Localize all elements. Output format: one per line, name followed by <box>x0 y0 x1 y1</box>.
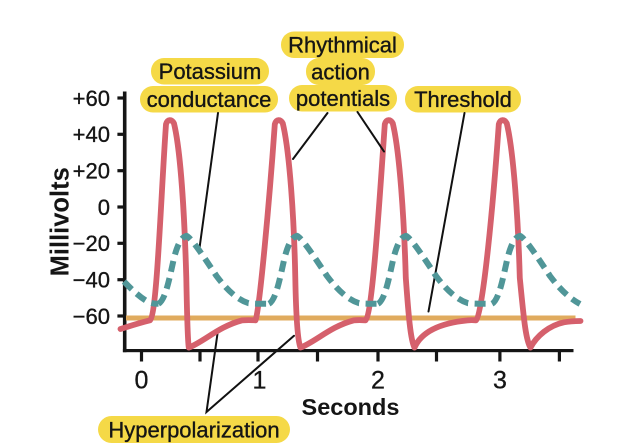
svg-text:1: 1 <box>253 366 267 394</box>
svg-text:action: action <box>311 59 370 84</box>
svg-text:0: 0 <box>135 366 149 394</box>
svg-text:−20: −20 <box>73 231 110 256</box>
svg-text:2: 2 <box>371 366 385 394</box>
svg-text:+60: +60 <box>73 86 110 111</box>
svg-text:Rhythmical: Rhythmical <box>288 33 397 58</box>
svg-text:Potassium: Potassium <box>159 59 262 84</box>
svg-text:potentials: potentials <box>296 86 390 111</box>
svg-text:3: 3 <box>493 366 507 394</box>
svg-text:conductance: conductance <box>147 87 272 112</box>
svg-text:Seconds: Seconds <box>302 394 400 420</box>
svg-text:−40: −40 <box>73 268 110 293</box>
svg-text:−60: −60 <box>73 304 110 329</box>
svg-text:Threshold: Threshold <box>414 87 512 112</box>
svg-text:Hyperpolarization: Hyperpolarization <box>108 417 279 442</box>
svg-text:Millivolts: Millivolts <box>47 167 75 276</box>
svg-text:+40: +40 <box>73 122 110 147</box>
svg-text:0: 0 <box>98 195 110 220</box>
svg-text:+20: +20 <box>73 159 110 184</box>
